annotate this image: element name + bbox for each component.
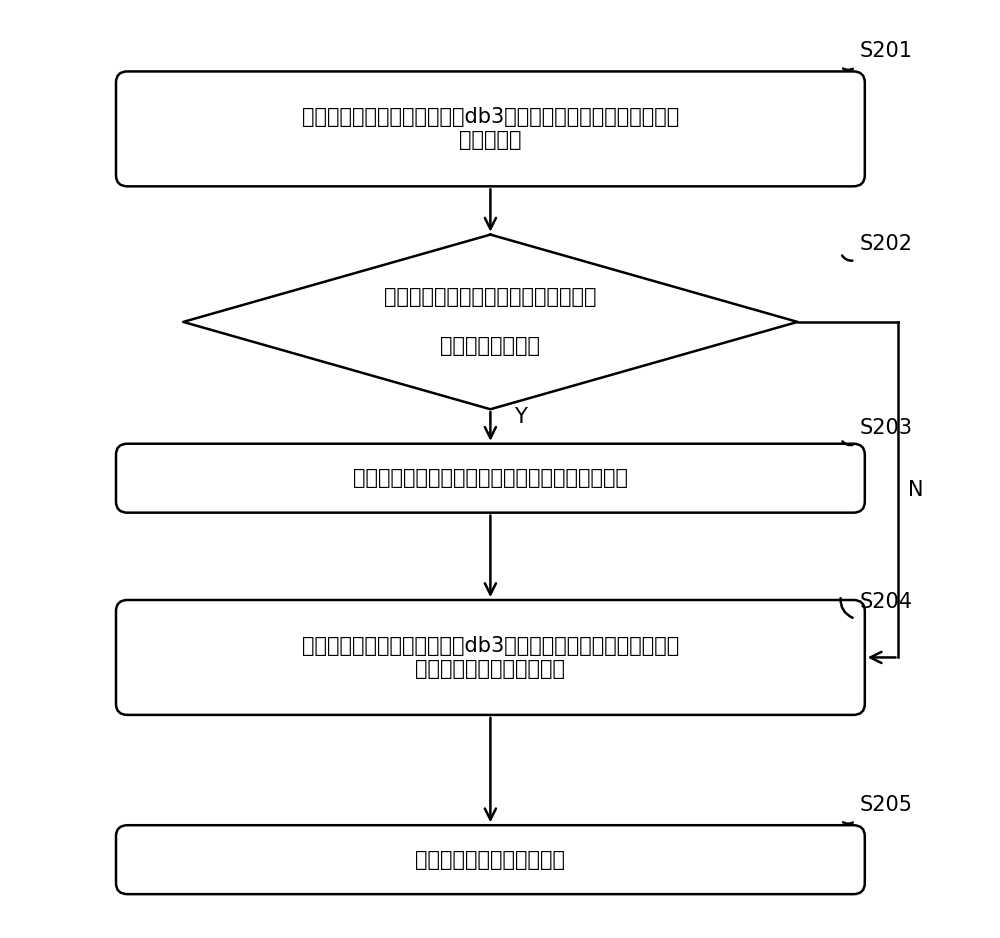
Text: 过滤所述变换信号中所述频率系数对应的频率信号: 过滤所述变换信号中所述频率系数对应的频率信号	[353, 468, 628, 488]
Text: Y: Y	[514, 407, 527, 428]
Text: 变换信号包含的频率系数高于高频系数: 变换信号包含的频率系数高于高频系数	[384, 287, 597, 308]
Text: 对原始双音多频信号在小波基db3下进行一维离散小波变换，以得
到变换信号: 对原始双音多频信号在小波基db3下进行一维离散小波变换，以得 到变换信号	[302, 107, 679, 150]
FancyBboxPatch shape	[116, 825, 865, 894]
FancyBboxPatch shape	[116, 600, 865, 715]
Text: 或低于低频系数？: 或低于低频系数？	[440, 337, 540, 356]
Text: N: N	[908, 479, 924, 500]
Text: S205: S205	[860, 794, 913, 814]
FancyBboxPatch shape	[116, 444, 865, 513]
FancyBboxPatch shape	[116, 71, 865, 187]
Text: S204: S204	[860, 592, 913, 613]
Text: 识别去噪后的双音多频信号: 识别去噪后的双音多频信号	[415, 850, 565, 870]
Text: 对过滤后的变换信号在小波基db3下进行一维离散小波反变换，以
得到去噪后的双音多频信号: 对过滤后的变换信号在小波基db3下进行一维离散小波反变换，以 得到去噪后的双音多…	[302, 636, 679, 679]
Text: S203: S203	[860, 417, 913, 438]
Text: S201: S201	[860, 40, 913, 61]
Polygon shape	[183, 234, 798, 409]
Text: S202: S202	[860, 234, 913, 254]
